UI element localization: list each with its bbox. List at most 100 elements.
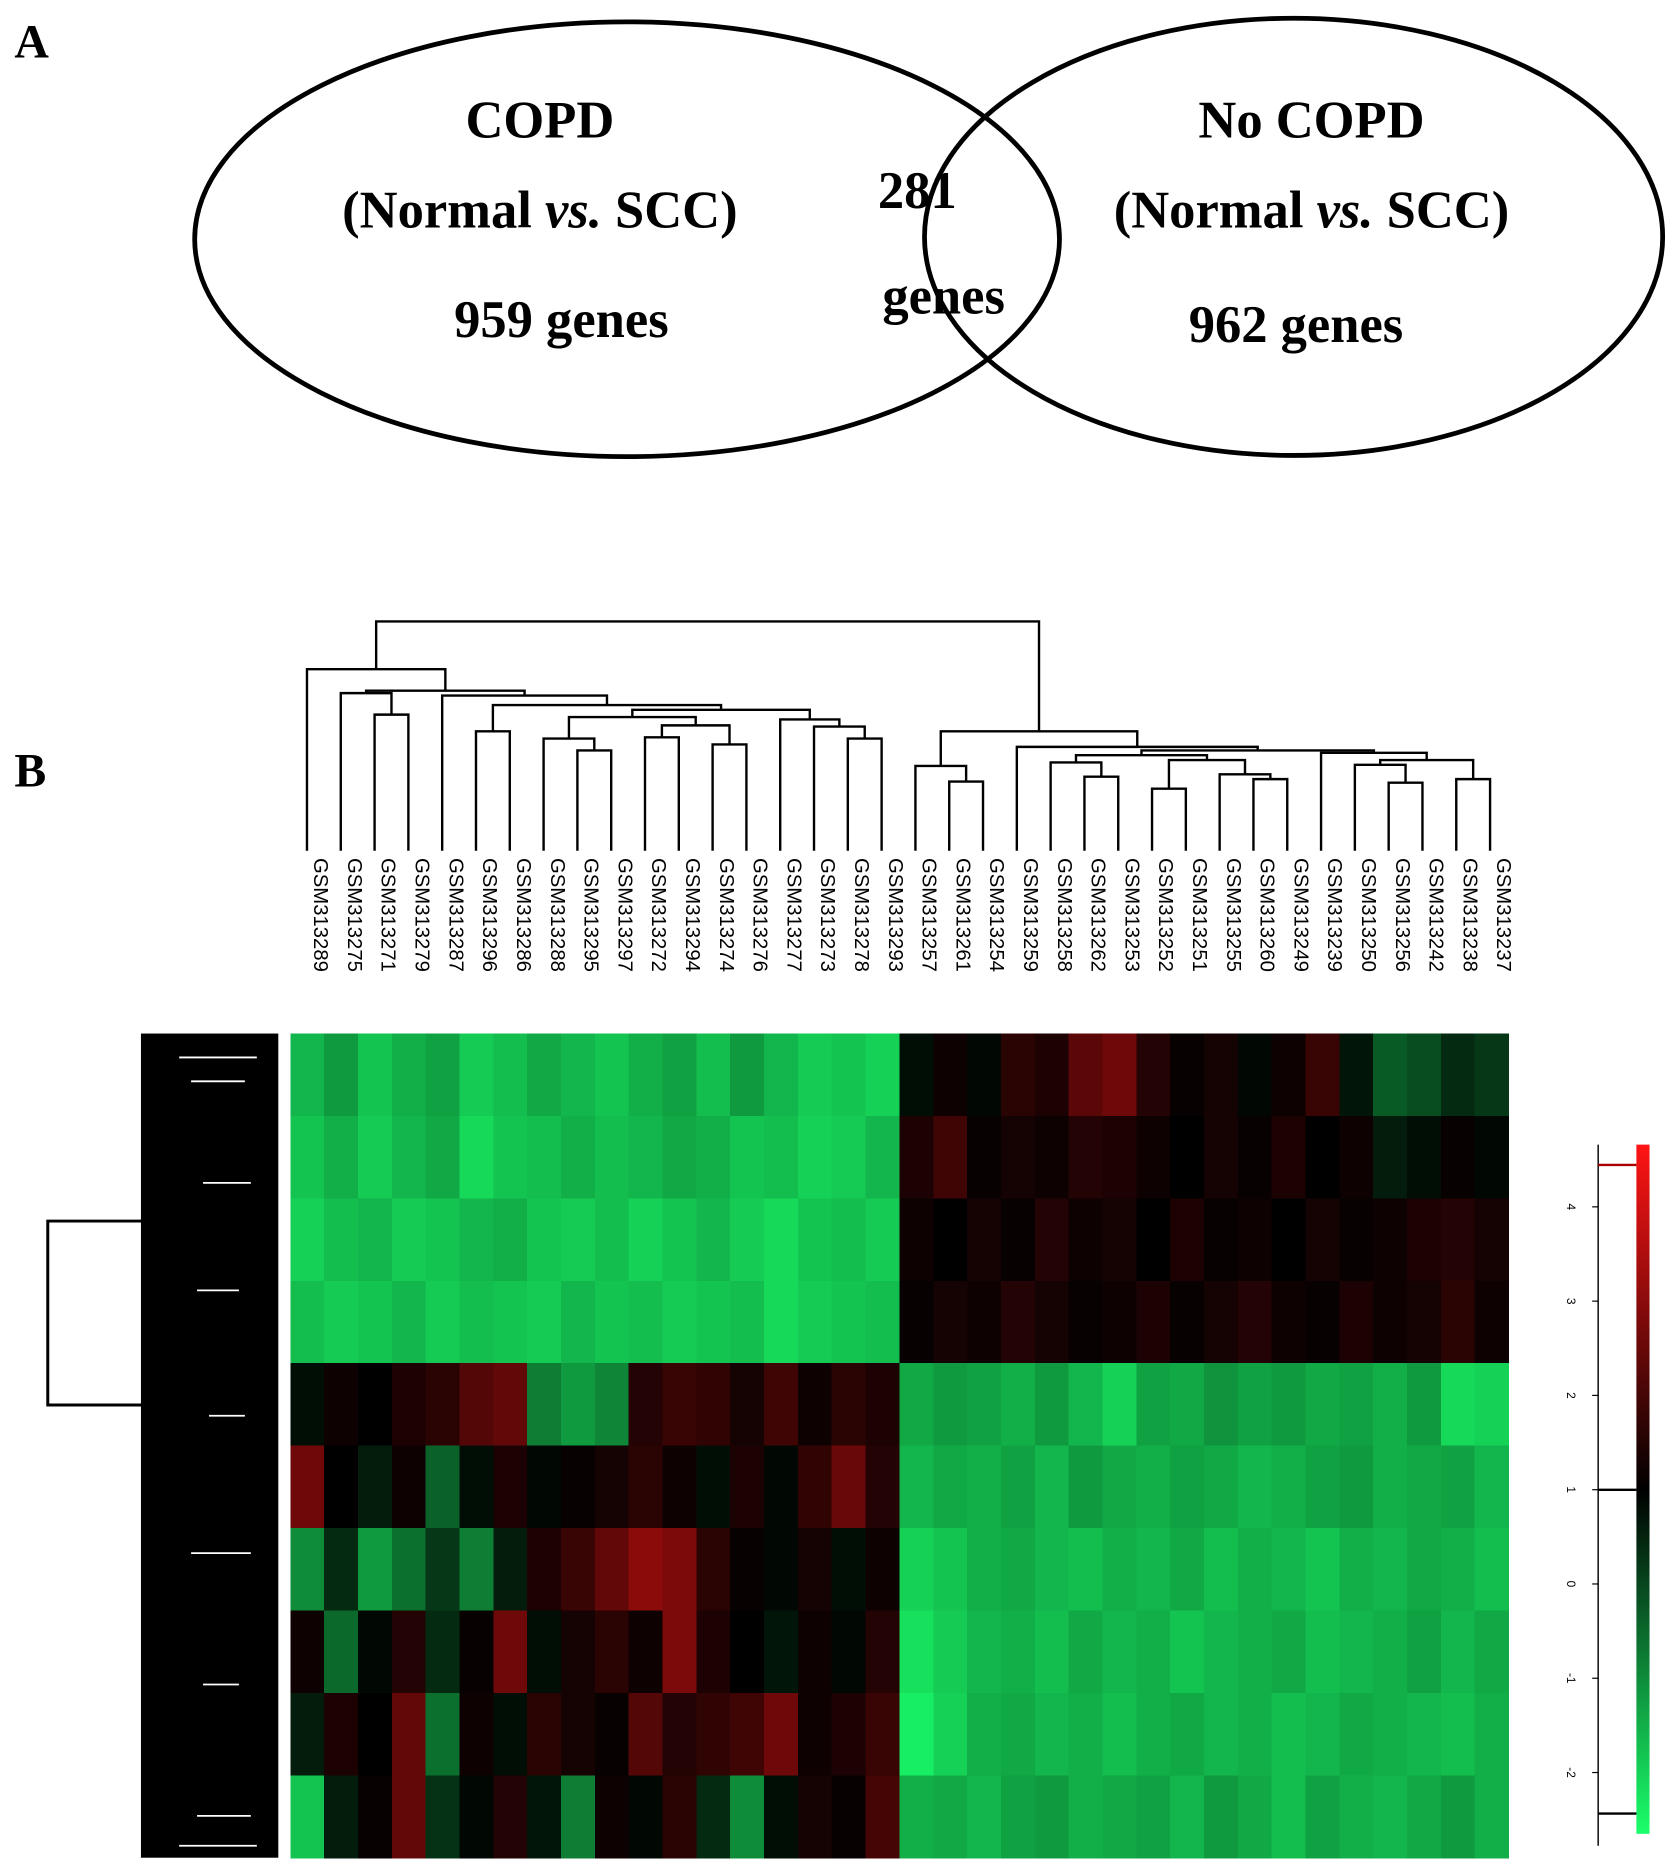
heatmap-cell bbox=[1102, 1033, 1137, 1117]
heatmap-cell bbox=[594, 1775, 630, 1859]
heatmap-cell bbox=[1407, 1280, 1442, 1364]
sample-label: GSM313257 bbox=[918, 858, 940, 972]
heatmap-cell bbox=[696, 1445, 731, 1529]
sample-label: GSM313237 bbox=[1492, 858, 1514, 972]
heatmap-cell bbox=[493, 1610, 528, 1694]
heatmap-cell bbox=[290, 1115, 325, 1199]
heatmap-cell bbox=[357, 1115, 393, 1199]
heatmap-cell bbox=[865, 1692, 901, 1776]
heatmap-cell bbox=[730, 1775, 765, 1859]
heatmap-cell bbox=[1373, 1528, 1408, 1612]
sample-label: GSM313271 bbox=[377, 858, 399, 972]
heatmap-cell bbox=[493, 1363, 528, 1447]
heatmap-cell bbox=[357, 1528, 393, 1612]
venn-count: 962 genes bbox=[1189, 296, 1404, 354]
heatmap-cell bbox=[1271, 1445, 1307, 1529]
heatmap-cell bbox=[1474, 1198, 1510, 1282]
venn-title: COPD bbox=[465, 92, 614, 150]
panel-label: B bbox=[14, 744, 46, 797]
sample-label: GSM313279 bbox=[411, 858, 433, 972]
heatmap-cell bbox=[527, 1445, 562, 1529]
heatmap-cell bbox=[1102, 1775, 1137, 1859]
heatmap-cell bbox=[1000, 1445, 1036, 1529]
heatmap-cell bbox=[493, 1280, 528, 1364]
heatmap-cell bbox=[324, 1280, 359, 1364]
heatmap-cell bbox=[831, 1610, 867, 1694]
heatmap-cell bbox=[696, 1033, 731, 1117]
heatmap-cell bbox=[865, 1363, 901, 1447]
heatmap-cell bbox=[899, 1198, 934, 1282]
heatmap-cell bbox=[831, 1033, 867, 1117]
heatmap-cell bbox=[290, 1198, 325, 1282]
heatmap-cell bbox=[425, 1363, 461, 1447]
heatmap-cell bbox=[865, 1280, 901, 1364]
heatmap-cell bbox=[899, 1445, 934, 1529]
heatmap-cell bbox=[357, 1198, 393, 1282]
colorbar-tick-label: -2 bbox=[1564, 1767, 1578, 1778]
heatmap-cell bbox=[730, 1198, 765, 1282]
heatmap-cell bbox=[1034, 1528, 1070, 1612]
colorbar-tick-label: 2 bbox=[1564, 1392, 1578, 1399]
heatmap-cell bbox=[527, 1115, 562, 1199]
heatmap-cell bbox=[628, 1363, 664, 1447]
heatmap-cell bbox=[560, 1610, 596, 1694]
dendrogram-branch bbox=[779, 718, 841, 851]
heatmap-cell bbox=[1373, 1445, 1408, 1529]
heatmap-cell bbox=[899, 1610, 934, 1694]
heatmap-cell bbox=[1474, 1610, 1510, 1694]
heatmap-cell bbox=[324, 1445, 359, 1529]
colorbar-tick-label: 3 bbox=[1564, 1298, 1578, 1305]
heatmap-cell bbox=[899, 1692, 934, 1776]
heatmap-cell bbox=[967, 1280, 1002, 1364]
heatmap-cell bbox=[899, 1033, 934, 1117]
heatmap-cell bbox=[933, 1445, 968, 1529]
dendrogram-branch bbox=[374, 620, 1041, 732]
heatmap-cell bbox=[425, 1775, 461, 1859]
heatmap-cell bbox=[797, 1692, 833, 1776]
sample-label: GSM313259 bbox=[1019, 858, 1041, 972]
heatmap-cell bbox=[1407, 1775, 1442, 1859]
heatmap-cell bbox=[1102, 1528, 1137, 1612]
heatmap-cell bbox=[628, 1775, 664, 1859]
overlap-count: 281 bbox=[878, 162, 957, 220]
heatmap-cell bbox=[527, 1692, 562, 1776]
heatmap-cell bbox=[425, 1610, 461, 1694]
heatmap-cell bbox=[1373, 1280, 1408, 1364]
heatmap-cell bbox=[1000, 1280, 1036, 1364]
heatmap-cell bbox=[459, 1692, 494, 1776]
dendrogram-branch bbox=[1083, 775, 1120, 851]
heatmap-cell bbox=[1373, 1775, 1408, 1859]
heatmap-cell bbox=[865, 1775, 901, 1859]
sample-label: GSM313255 bbox=[1222, 858, 1244, 972]
dendrogram-branch bbox=[939, 730, 1139, 766]
sample-label: GSM313262 bbox=[1087, 858, 1109, 972]
colorbar-tick-label: -1 bbox=[1564, 1673, 1578, 1684]
heatmap-cell bbox=[764, 1445, 799, 1529]
heatmap-cell bbox=[1440, 1610, 1476, 1694]
heatmap-cell bbox=[730, 1610, 765, 1694]
sample-label: GSM313276 bbox=[749, 858, 771, 972]
heatmap-cell bbox=[493, 1775, 528, 1859]
sample-label: GSM313297 bbox=[613, 858, 635, 972]
heatmap-cell bbox=[324, 1692, 359, 1776]
heatmap-cell bbox=[594, 1363, 630, 1447]
row-dendrogram-branches bbox=[179, 1056, 257, 1847]
heatmap-cell bbox=[527, 1775, 562, 1859]
heatmap-cell bbox=[1237, 1692, 1273, 1776]
heatmap-cell bbox=[1034, 1692, 1070, 1776]
heatmap-cell bbox=[594, 1692, 630, 1776]
sample-label: GSM313242 bbox=[1425, 858, 1447, 972]
heatmap-cell bbox=[594, 1528, 630, 1612]
heatmap-cell bbox=[1474, 1445, 1510, 1529]
heatmap-cell bbox=[967, 1775, 1002, 1859]
heatmap-cell bbox=[696, 1775, 731, 1859]
heatmap-cell bbox=[391, 1363, 427, 1447]
heatmap-cell bbox=[933, 1033, 968, 1117]
heatmap-cell bbox=[730, 1692, 765, 1776]
heatmap-cell bbox=[628, 1692, 664, 1776]
heatmap-cell bbox=[1474, 1363, 1510, 1447]
heatmap-cell bbox=[662, 1445, 697, 1529]
heatmap-cell bbox=[1068, 1775, 1104, 1859]
heatmap-cell bbox=[764, 1033, 799, 1117]
